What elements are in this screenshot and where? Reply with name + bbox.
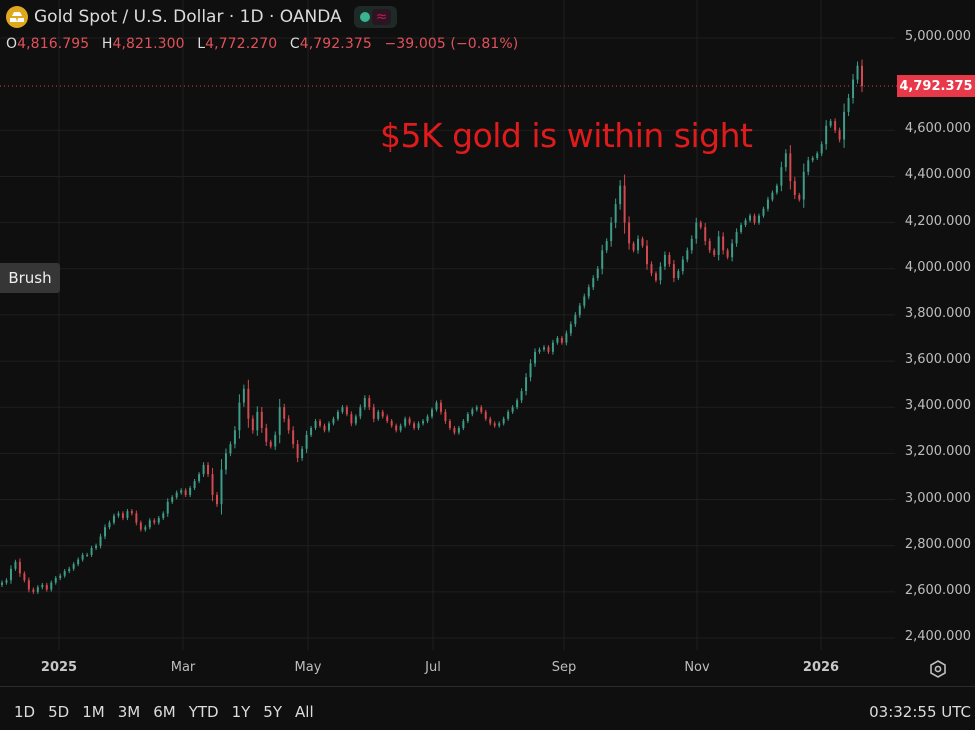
time-tick-label: Sep bbox=[551, 660, 577, 675]
price-tick-label: 4,400.000 bbox=[904, 167, 971, 183]
range-ytd[interactable]: YTD bbox=[188, 703, 219, 721]
bottom-divider bbox=[0, 686, 975, 687]
time-tick-label: Jul bbox=[425, 660, 441, 675]
settings-icon[interactable] bbox=[928, 659, 948, 679]
chart-annotation[interactable]: $5K gold is within sight bbox=[380, 116, 753, 155]
price-tick-label: 3,800.000 bbox=[904, 305, 971, 321]
range-1y[interactable]: 1Y bbox=[231, 703, 251, 721]
close-label: C bbox=[289, 36, 300, 52]
time-tick-label: Mar bbox=[170, 660, 196, 675]
range-6m[interactable]: 6M bbox=[153, 703, 176, 721]
gold-bars-icon bbox=[6, 6, 28, 28]
time-tick-label: May bbox=[294, 660, 322, 675]
high-value: 4,821.300 bbox=[112, 36, 185, 52]
utc-clock[interactable]: 03:32:55 UTC bbox=[869, 703, 971, 721]
range-1d[interactable]: 1D bbox=[14, 703, 36, 721]
current-price-tag: 4,792.375 bbox=[897, 75, 975, 97]
candlestick-series bbox=[1, 59, 863, 594]
open-value: 4,816.795 bbox=[17, 36, 90, 52]
price-tick-label: 4,000.000 bbox=[904, 259, 971, 275]
price-tick-label: 3,400.000 bbox=[904, 398, 971, 414]
price-tick-label: 5,000.000 bbox=[904, 29, 971, 44]
open-label: O bbox=[6, 36, 18, 52]
price-tick-label: 3,600.000 bbox=[904, 352, 971, 368]
time-tick-label: 2025 bbox=[40, 660, 78, 675]
price-tick-label: 4,200.000 bbox=[904, 213, 971, 229]
range-3m[interactable]: 3M bbox=[117, 703, 141, 721]
time-tick-label: 2026 bbox=[802, 660, 840, 675]
range-all[interactable]: All bbox=[295, 703, 314, 721]
price-tick-label: 2,400.000 bbox=[904, 629, 971, 644]
ohlc-values: O4,816.795 H4,821.300 L4,772.270 C4,792.… bbox=[6, 36, 526, 52]
range-1m[interactable]: 1M bbox=[82, 703, 105, 721]
symbol-legend: Gold Spot / U.S. Dollar · 1D · OANDA ≈ bbox=[6, 6, 398, 28]
status-pill[interactable]: ≈ bbox=[353, 6, 398, 28]
grid-lines bbox=[0, 0, 895, 650]
high-label: H bbox=[101, 36, 113, 52]
range-5y[interactable]: 5Y bbox=[263, 703, 283, 721]
price-tick-label: 2,800.000 bbox=[904, 536, 971, 552]
change-value: −39.005 (−0.81%) bbox=[384, 36, 519, 52]
symbol-title[interactable]: Gold Spot / U.S. Dollar · 1D · OANDA bbox=[34, 7, 342, 27]
low-label: L bbox=[197, 36, 206, 52]
close-value: 4,792.375 bbox=[299, 36, 372, 52]
price-tick-label: 3,000.000 bbox=[904, 490, 971, 506]
time-tick-label: Nov bbox=[684, 660, 710, 675]
range-5d[interactable]: 5D bbox=[48, 703, 70, 721]
market-open-dot-icon bbox=[359, 12, 370, 22]
price-tick-label: 2,600.000 bbox=[904, 582, 971, 598]
wave-approx-icon[interactable]: ≈ bbox=[371, 9, 392, 25]
price-tick-label: 4,600.000 bbox=[904, 121, 971, 137]
price-tick-label: 3,200.000 bbox=[904, 444, 971, 460]
low-value: 4,772.270 bbox=[205, 36, 278, 52]
time-range-selector: 1D 5D 1M 3M 6M YTD 1Y 5Y All bbox=[14, 703, 327, 721]
brush-drawing-label[interactable]: Brush bbox=[0, 263, 60, 293]
